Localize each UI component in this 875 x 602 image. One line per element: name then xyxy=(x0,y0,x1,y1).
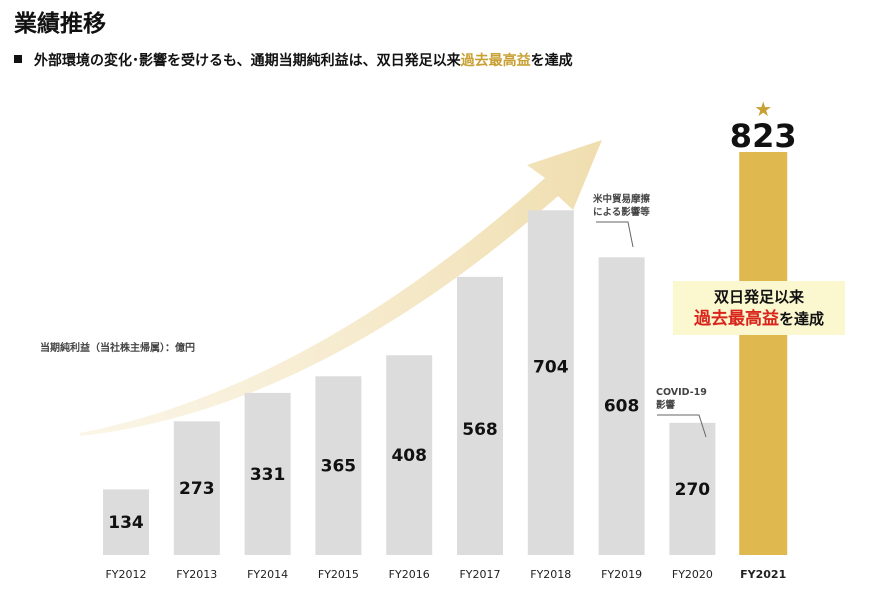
category-label-fy2020: FY2020 xyxy=(672,568,713,581)
subtitle-highlight: 過去最高益 xyxy=(460,53,531,69)
callout-highlight: 過去最高益 xyxy=(693,309,779,329)
trade-friction-note: 米中貿易摩擦 による影響等 xyxy=(593,193,650,219)
bar-fy2020 xyxy=(669,422,716,555)
category-label-fy2015: FY2015 xyxy=(318,568,359,581)
category-label-fy2016: FY2016 xyxy=(389,568,430,581)
category-label-fy2018: FY2018 xyxy=(530,568,571,581)
star-icon: ★ xyxy=(754,97,772,121)
bar-fy2019 xyxy=(598,257,645,555)
unit-label: 当期純利益（当社株主帰属）：億円 xyxy=(40,343,195,354)
callout-line2: 過去最高益を達成 xyxy=(673,308,845,330)
value-label-fy2013: 273 xyxy=(179,479,215,499)
callout-suffix: を達成 xyxy=(778,310,824,328)
page-title: 業績推移 xyxy=(14,11,106,37)
covid-note-line1: COVID-19 xyxy=(656,387,707,398)
trade-friction-note-line2: による影響等 xyxy=(593,207,650,218)
value-label-fy2015: 365 xyxy=(321,457,357,477)
covid-note: COVID-19 影響 xyxy=(656,386,707,412)
value-label-fy2019: 608 xyxy=(604,396,640,416)
trade-friction-bracket xyxy=(596,221,634,248)
value-label-fy2021: 823 xyxy=(730,117,797,155)
bar-fy2013 xyxy=(173,421,220,555)
category-label-fy2012: FY2012 xyxy=(105,568,146,581)
value-label-fy2018: 704 xyxy=(533,357,569,377)
trade-friction-note-line1: 米中貿易摩擦 xyxy=(593,194,651,205)
covid-bracket xyxy=(657,414,707,438)
bullet-square-icon xyxy=(14,55,22,63)
value-label-fy2020: 270 xyxy=(675,480,711,500)
growth-arrow xyxy=(80,140,602,436)
subtitle-suffix: を達成 xyxy=(530,53,573,69)
bar-fy2018 xyxy=(527,210,574,555)
category-label-fy2017: FY2017 xyxy=(459,568,500,581)
value-label-fy2014: 331 xyxy=(250,465,286,485)
subtitle: 外部環境の変化･影響を受けるも、通期当期純利益は、双日発足以来過去最高益を達成 xyxy=(14,50,573,70)
category-label-fy2021: FY2021 xyxy=(740,568,786,581)
bar-fy2016 xyxy=(386,355,433,555)
bar-fy2017 xyxy=(457,276,503,555)
bar-fy2014 xyxy=(244,392,291,555)
record-profit-callout: 双日発足以来 過去最高益を達成 xyxy=(673,281,845,335)
covid-note-line2: 影響 xyxy=(656,400,676,411)
bar-fy2012 xyxy=(103,489,149,555)
bar-fy2015 xyxy=(315,376,362,555)
bar-fy2021 xyxy=(739,152,788,555)
subtitle-prefix: 外部環境の変化･影響を受けるも、通期当期純利益は、双日発足以来 xyxy=(34,53,461,69)
callout-line1: 双日発足以来 xyxy=(713,288,804,306)
category-label-fy2013: FY2013 xyxy=(176,568,217,581)
value-label-fy2016: 408 xyxy=(391,446,427,466)
category-label-fy2014: FY2014 xyxy=(247,568,288,581)
value-label-fy2017: 568 xyxy=(462,420,498,440)
category-label-fy2019: FY2019 xyxy=(601,568,642,581)
value-label-fy2012: 134 xyxy=(108,513,144,533)
